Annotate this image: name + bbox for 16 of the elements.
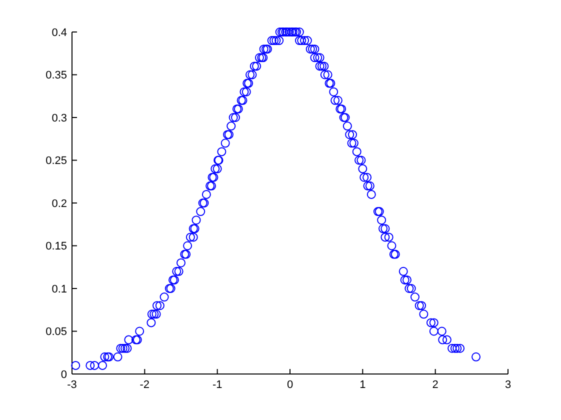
y-tick-label: 0 [60, 368, 67, 381]
y-tick-label: 0.35 [46, 70, 67, 82]
y-tick-label: 0.05 [46, 326, 67, 338]
y-tick-label: 0.3 [52, 112, 67, 124]
y-tick-label: 0.4 [52, 26, 67, 39]
x-tick-label: 3 [504, 379, 512, 391]
x-tick-label: 1 [360, 379, 366, 391]
y-tick-label: 0.15 [46, 240, 67, 253]
x-tick-label: -1 [212, 379, 222, 391]
x-tick-label: -2 [140, 379, 150, 391]
x-tick-label: 2 [432, 379, 438, 391]
x-tick-label: 0 [286, 379, 294, 391]
y-tick-label: 0.1 [52, 283, 67, 296]
y-tick-label: 0.25 [46, 155, 67, 168]
y-tick-label: 0.2 [52, 198, 67, 210]
x-tick-label: -3 [67, 379, 77, 391]
